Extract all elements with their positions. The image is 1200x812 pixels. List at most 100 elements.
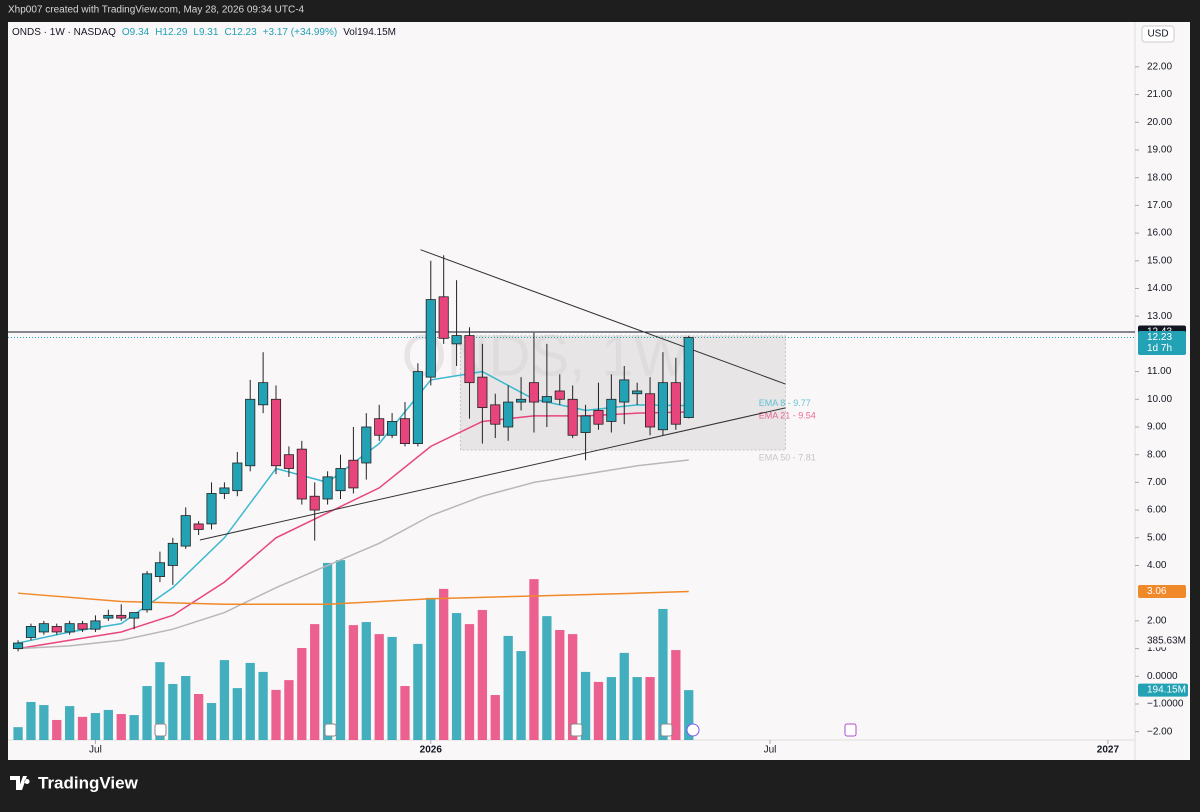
y-tick-label: 2.00 <box>1147 616 1167 627</box>
candle-body <box>309 495 320 511</box>
y-tick-label: 9.00 <box>1147 422 1167 433</box>
y-tick-label: 4.00 <box>1147 560 1167 571</box>
y-tick-label: 18.00 <box>1147 172 1172 183</box>
candle-body <box>438 296 449 339</box>
volume-bar <box>271 689 281 740</box>
candle-body <box>219 487 230 494</box>
candle-body <box>374 418 385 436</box>
candle-body <box>554 390 565 400</box>
candle-body <box>270 398 282 467</box>
volume-bar <box>348 625 359 740</box>
candle-body <box>632 390 643 395</box>
volume-label: 385.63M <box>1147 636 1186 647</box>
y-tick-label: 13.00 <box>1147 311 1172 322</box>
volume-bar <box>413 643 423 740</box>
candle-body <box>477 376 488 408</box>
volume-bar <box>116 714 126 740</box>
volume-bar <box>297 648 307 740</box>
volume-bar <box>451 613 462 740</box>
volume-bar <box>593 681 604 740</box>
ema-label: EMA 21 - 9.54 <box>759 410 816 420</box>
candle-body <box>541 396 552 403</box>
volume-label: 194.15M <box>1147 685 1186 696</box>
earnings-marker <box>324 723 337 737</box>
candle-body <box>348 459 359 489</box>
volume-bar <box>400 686 410 740</box>
legend-header: ONDS · 1W · NASDAQ O9.34 H12.29 L9.31 C12.23… <box>12 27 396 38</box>
earnings-marker <box>844 723 857 737</box>
candle-body <box>103 614 114 619</box>
candle-body <box>645 393 656 428</box>
candle-body <box>90 620 101 630</box>
candle-body <box>38 623 49 633</box>
x-tick-label: 2027 <box>1097 745 1120 756</box>
legend-value: Vol194.15M <box>343 27 396 38</box>
candle-body <box>528 382 540 403</box>
volume-bar <box>232 688 242 740</box>
volume-bar <box>361 622 371 740</box>
price-label: 12.23 <box>1147 332 1172 343</box>
x-tick-label: Jul <box>89 745 102 756</box>
candle-body <box>193 523 204 530</box>
volume-bar <box>310 624 320 740</box>
volume-bar <box>77 716 88 740</box>
y-tick-label: 20.00 <box>1147 117 1172 128</box>
x-tick-label: Jul <box>764 745 777 756</box>
y-tick-label: 21.00 <box>1147 89 1172 100</box>
candle-body <box>516 398 527 403</box>
volume-bar <box>219 660 230 740</box>
candle-body <box>154 562 165 577</box>
candle-body <box>425 299 436 378</box>
y-tick-label: −2.00 <box>1147 726 1173 737</box>
y-tick-label: 17.00 <box>1147 200 1172 211</box>
y-tick-label: 8.00 <box>1147 449 1167 460</box>
volume-bar <box>52 719 62 740</box>
volume-bar <box>426 597 436 740</box>
ema-label: EMA 50 - 7.81 <box>759 452 816 462</box>
volume-bar <box>503 635 513 740</box>
ema-line <box>17 590 689 606</box>
candle-body <box>64 623 75 633</box>
candle-body <box>180 515 191 547</box>
y-tick-label: 0.0000 <box>1147 671 1178 682</box>
y-tick-label: 16.00 <box>1147 228 1172 239</box>
y-tick-label: 11.00 <box>1147 366 1172 377</box>
volume-bar <box>671 650 681 740</box>
volume-bar <box>258 671 268 740</box>
volume-bar <box>65 706 75 740</box>
x-tick-label: 2026 <box>420 745 443 756</box>
volume-bar <box>284 680 294 740</box>
candle-body <box>503 401 514 428</box>
y-tick-label: 14.00 <box>1147 283 1172 294</box>
candle-body <box>657 382 668 431</box>
volume-bar <box>658 608 668 740</box>
volume-bar <box>39 705 49 740</box>
ema-line <box>18 459 689 650</box>
event-markers <box>154 723 857 737</box>
candle-body <box>129 612 140 619</box>
candle-body <box>51 626 62 633</box>
legend-value: H12.29 <box>155 27 188 38</box>
y-tick-label: 5.00 <box>1147 532 1167 543</box>
volume-bar <box>580 671 591 740</box>
y-tick-label: 15.00 <box>1147 255 1172 266</box>
candle-body <box>77 623 88 630</box>
candle-body <box>464 335 475 384</box>
legend-value: +3.17 (+34.99%) <box>263 27 338 38</box>
volume-bar <box>619 652 629 740</box>
candle-body <box>490 404 501 425</box>
volume-bar <box>555 630 565 740</box>
volume-bar <box>142 686 152 740</box>
candle-body <box>25 626 37 638</box>
dividend-marker <box>686 723 700 737</box>
earnings-marker <box>660 723 673 737</box>
volume-bar <box>374 634 384 740</box>
brand-logo: TradingView <box>10 773 139 792</box>
candle-body <box>412 371 423 445</box>
created-by: Xhp007 created with TradingView.com, May… <box>8 5 305 16</box>
y-tick-label: 6.00 <box>1147 505 1167 516</box>
volume-bar <box>168 683 178 740</box>
